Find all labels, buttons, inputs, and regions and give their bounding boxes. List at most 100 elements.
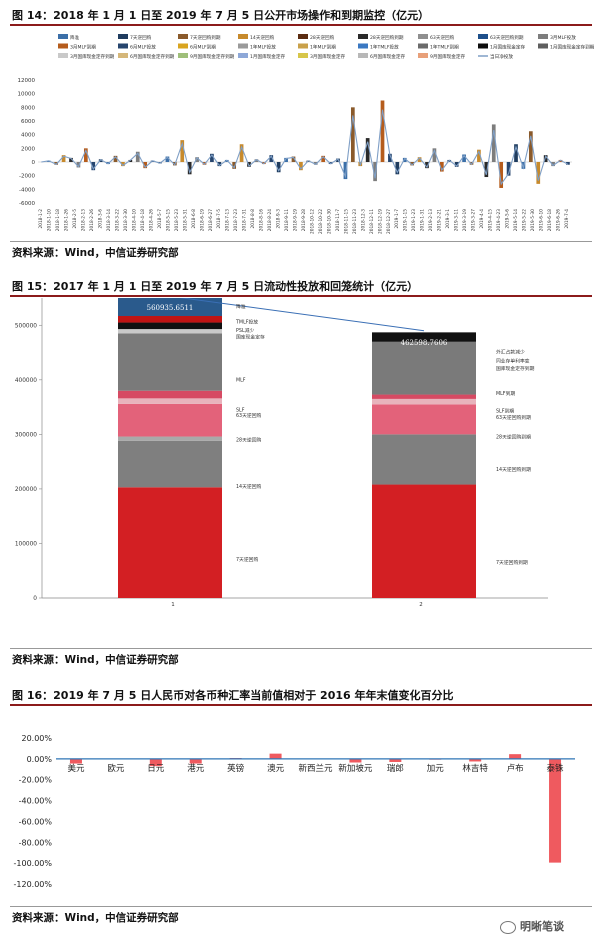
stack-segment xyxy=(118,390,222,399)
x-tick-label: 2019-2-21 xyxy=(437,209,443,232)
y-tick-label: 0.00% xyxy=(27,755,53,764)
legend-label: 63天逆回购到期 xyxy=(490,34,524,41)
x-tick-label: 2019-5-22 xyxy=(521,209,527,232)
stack-segment xyxy=(372,484,476,598)
op-bar xyxy=(284,157,288,162)
x-tick-label: 2018-9-3 xyxy=(276,209,282,229)
x-tick-label: 2018-8-24 xyxy=(267,209,273,232)
op-bar xyxy=(69,157,73,162)
fig16-title: 图 16：2019 年 7 月 5 日人民币对各币种汇率当前值相对于 2016 … xyxy=(12,689,454,702)
segment-label: 国库现金定存到期 xyxy=(496,365,535,372)
x-tick-label: 新加坡元 xyxy=(338,763,373,774)
op-bar xyxy=(566,162,570,165)
x-tick-label: 2019-5-14 xyxy=(513,209,519,232)
segment-label: 14天逆回购 xyxy=(236,483,261,490)
total-label: 560935.6511 xyxy=(147,304,194,312)
x-tick-label: 港元 xyxy=(187,763,205,774)
stack-segment xyxy=(118,398,222,404)
op-bar xyxy=(61,155,66,162)
segment-label: SLF xyxy=(236,407,245,413)
legend-swatch xyxy=(298,34,308,39)
segment-label: 国库现金定存 xyxy=(236,333,265,340)
x-tick-label: 2019-4-23 xyxy=(496,209,502,232)
x-tick-label: 2019-7-4 xyxy=(564,209,570,229)
segment-label: MLF到期 xyxy=(496,390,515,397)
legend-label: 7天逆回购到期 xyxy=(190,34,221,41)
op-bar xyxy=(484,162,489,178)
stack-segment xyxy=(118,487,222,598)
x-tick-label: 2018-7-5 xyxy=(216,209,222,229)
legend-label: 6月国库现金定存 xyxy=(370,53,405,60)
x-tick-label: 加元 xyxy=(427,763,445,774)
fig14-title-rule xyxy=(10,24,592,26)
stack-segment xyxy=(118,322,222,330)
x-tick-label: 1 xyxy=(171,602,175,608)
op-bar xyxy=(143,162,148,169)
x-tick-label: 2018-1-2 xyxy=(38,209,44,229)
op-bar xyxy=(514,144,518,162)
op-bar xyxy=(180,140,185,162)
x-tick-label: 2019-3-1 xyxy=(445,209,451,229)
stack-segment xyxy=(372,434,476,485)
x-tick-label: 2018-1-18 xyxy=(55,209,61,232)
fig15-source: 资料来源：Wind，中信证券研究部 xyxy=(12,654,179,666)
x-tick-label: 2018-2-5 xyxy=(72,209,78,229)
fig14-chart: 降准 7天逆回购 7天逆回购到期 14天逆回购 28天逆回购 28天逆回购到期 63天逆回购… xyxy=(18,34,595,234)
op-bar xyxy=(499,162,504,188)
x-tick-label: 2018-12-27 xyxy=(386,209,392,234)
x-tick-label: 2019-4-15 xyxy=(487,209,493,232)
segment-label: 14天逆回购到期 xyxy=(496,466,531,473)
op-bar xyxy=(91,162,96,171)
stack-segment xyxy=(118,333,222,391)
y-tick-label: -2000 xyxy=(19,174,35,180)
op-bar xyxy=(373,162,377,182)
y-tick-label: 20.00% xyxy=(21,734,52,743)
x-tick-label: 2019-4-4 xyxy=(479,209,485,229)
op-bar xyxy=(98,159,103,162)
x-tick-label: 2018-6-8 xyxy=(191,209,197,229)
fx-bar xyxy=(149,758,162,767)
y-tick-label: -80.00% xyxy=(19,838,53,847)
segment-label: 28天逆回购 xyxy=(236,436,261,443)
x-tick-label: 2018-10-22 xyxy=(318,209,324,234)
legend-label: 当日净投放 xyxy=(490,53,513,60)
y-tick-label: 4000 xyxy=(21,133,35,139)
legend-swatch xyxy=(118,53,128,58)
x-tick-label: 2018-2-26 xyxy=(89,209,95,232)
op-bar xyxy=(217,162,222,167)
watermark-text: 明晰笔谈 xyxy=(520,920,564,933)
op-bar xyxy=(291,156,296,162)
legend-label: 3月国库现金定存到期 xyxy=(70,53,115,60)
wechat-icon xyxy=(500,920,516,934)
op-bar xyxy=(299,162,303,171)
segment-label: SLF到期 xyxy=(496,408,514,415)
legend-label: 63天逆回购 xyxy=(430,34,455,41)
x-tick-label: 2019-3-11 xyxy=(454,209,460,232)
x-tick-label: 2018-6-19 xyxy=(199,209,205,232)
x-tick-label: 2019-3-27 xyxy=(471,209,477,232)
total-label: 462598.7606 xyxy=(401,339,448,347)
fig15-bottom-rule xyxy=(10,648,592,649)
x-tick-label: 2018-10-30 xyxy=(326,209,332,234)
x-tick-label: 2018-4-26 xyxy=(148,209,154,232)
op-bar xyxy=(128,159,133,162)
y-tick-label: -20.00% xyxy=(19,776,53,785)
x-tick-label: 2018-5-23 xyxy=(174,209,180,232)
op-bar xyxy=(536,162,541,184)
fig16-chart: 20.00% 0.00% -20.00% -40.00% -60.00% -80.00% -… xyxy=(14,734,575,889)
legend-swatch xyxy=(238,43,248,49)
x-tick-label: 2018-3-6 xyxy=(98,209,104,229)
x-tick-label: 2019-3-19 xyxy=(462,209,468,232)
x-tick-label: 卢布 xyxy=(507,763,524,774)
op-bar xyxy=(254,159,259,162)
stack-segment xyxy=(372,398,476,405)
legend-swatch xyxy=(58,34,68,39)
stack-segment xyxy=(118,436,222,441)
x-tick-label: 2018-12-19 xyxy=(377,209,383,234)
legend-label: 6月MLF到期 xyxy=(190,44,216,51)
op-bar xyxy=(402,157,407,162)
segment-label: 降准 xyxy=(236,303,246,310)
op-bar xyxy=(395,162,400,175)
legend-label: 3月MLF到期 xyxy=(70,44,96,51)
x-tick-label: 林吉特 xyxy=(462,763,488,774)
